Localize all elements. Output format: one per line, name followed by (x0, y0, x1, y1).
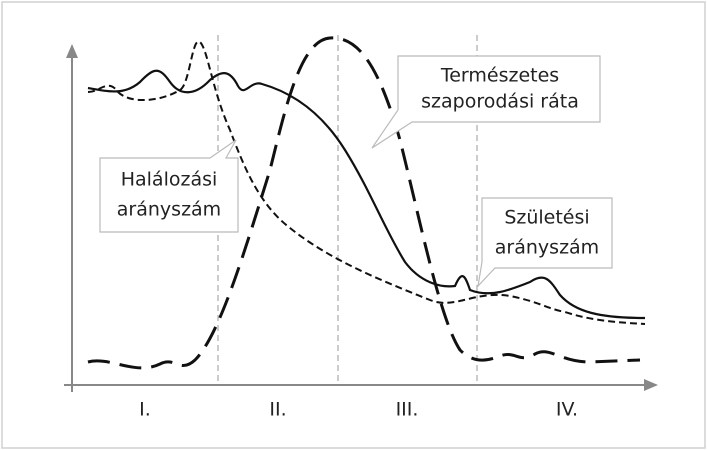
callout-text: szaporodási ráta (421, 91, 579, 113)
phase-label: II. (269, 399, 286, 421)
callout-growth (371, 55, 601, 149)
x-arrow (644, 379, 658, 391)
callout-birth (477, 197, 613, 288)
callout-text: Születési (504, 207, 589, 229)
phase-label: IV. (556, 399, 578, 421)
callout-text: Természetes (440, 65, 559, 87)
callout-texts: Természetes szaporodási ráta Halálozási … (117, 65, 599, 259)
callout-boxes (99, 55, 613, 288)
callout-text: arányszám (117, 199, 221, 221)
phase-label: I. (139, 399, 151, 421)
y-arrow (66, 44, 78, 58)
natural-growth-curve (87, 36, 641, 370)
phase-label: III. (396, 399, 419, 421)
birth-rate-curve (87, 69, 646, 320)
callout-death (99, 139, 239, 233)
callout-text: Halálozási (121, 169, 218, 191)
death-rate-curve (87, 40, 646, 325)
callout-text: arányszám (495, 237, 599, 259)
axes (64, 44, 658, 392)
